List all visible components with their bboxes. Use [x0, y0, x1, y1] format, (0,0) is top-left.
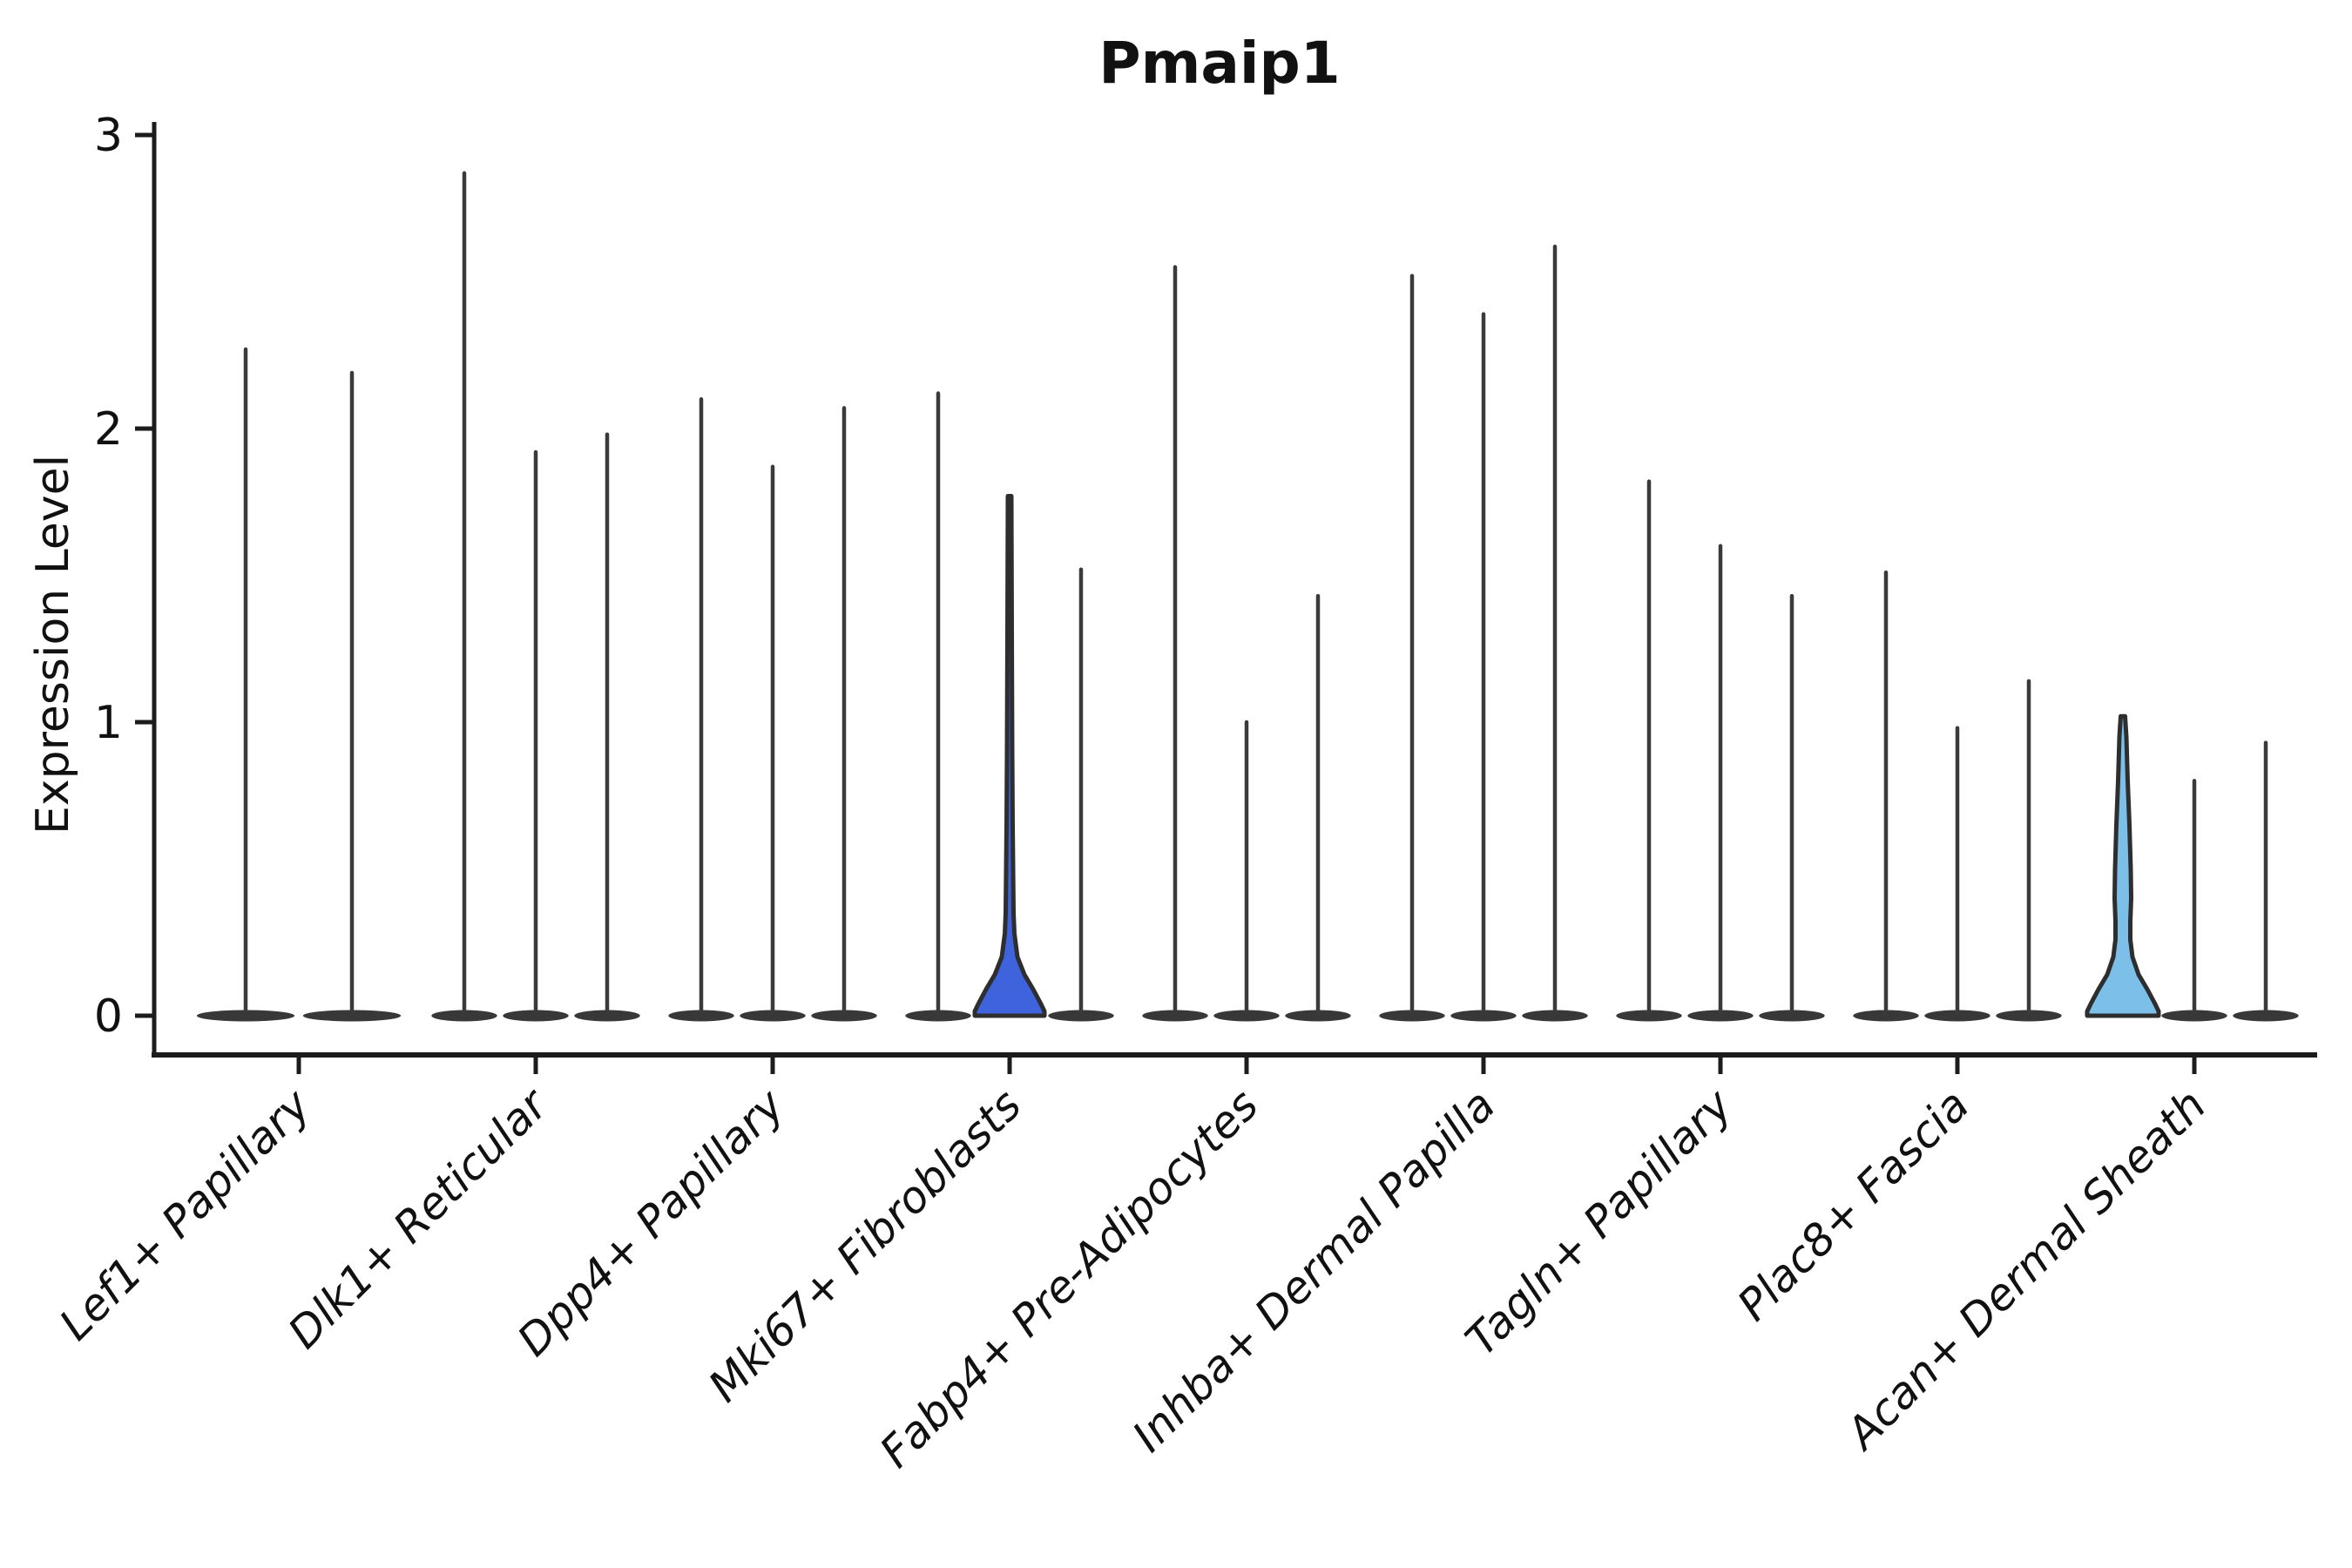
violin-base	[503, 1010, 569, 1022]
violin-base	[1450, 1010, 1517, 1022]
x-axis-label: Tagln+ Papillary	[1456, 1078, 1742, 1365]
violin-base	[2161, 1010, 2227, 1022]
violin-base	[1759, 1010, 1825, 1022]
x-axis-label: Lef1+ Papillary	[50, 1078, 321, 1349]
violin-base	[905, 1010, 971, 1022]
violin-base	[196, 1010, 295, 1022]
violin-base	[302, 1010, 402, 1022]
x-axis-label: Fabp4+ Pre-Adipocytes	[870, 1079, 1268, 1477]
violin-base	[2233, 1010, 2299, 1022]
x-axis-label: Dlk1+ Reticular	[279, 1078, 559, 1358]
violin-filled	[2085, 713, 2161, 1018]
violin-base	[574, 1010, 640, 1022]
violin-base	[1379, 1010, 1445, 1022]
violin-base	[1048, 1010, 1114, 1022]
violin-base	[811, 1010, 877, 1022]
y-tick-label: 0	[94, 990, 123, 1043]
violin-base	[1996, 1010, 2062, 1022]
violin-filled	[972, 494, 1047, 1018]
violin-base	[740, 1010, 806, 1022]
violin-base	[668, 1010, 734, 1022]
violin-base	[1687, 1010, 1754, 1022]
chart-title: Pmaip1	[1098, 30, 1340, 97]
y-tick-label: 1	[94, 697, 123, 749]
violin-base	[431, 1010, 497, 1022]
violin-base	[1853, 1010, 1919, 1022]
violin-base	[1285, 1010, 1351, 1022]
violin-base	[1522, 1010, 1588, 1022]
y-tick-label: 3	[94, 110, 123, 162]
violin-base	[1213, 1010, 1280, 1022]
violin-base	[1616, 1010, 1682, 1022]
violin-base	[1924, 1010, 1990, 1022]
x-axis-label: Plac8+ Fascia	[1728, 1079, 1979, 1330]
y-tick-label: 2	[94, 403, 123, 456]
y-axis-label: Expression Level	[27, 455, 79, 835]
violin-base	[1142, 1010, 1208, 1022]
